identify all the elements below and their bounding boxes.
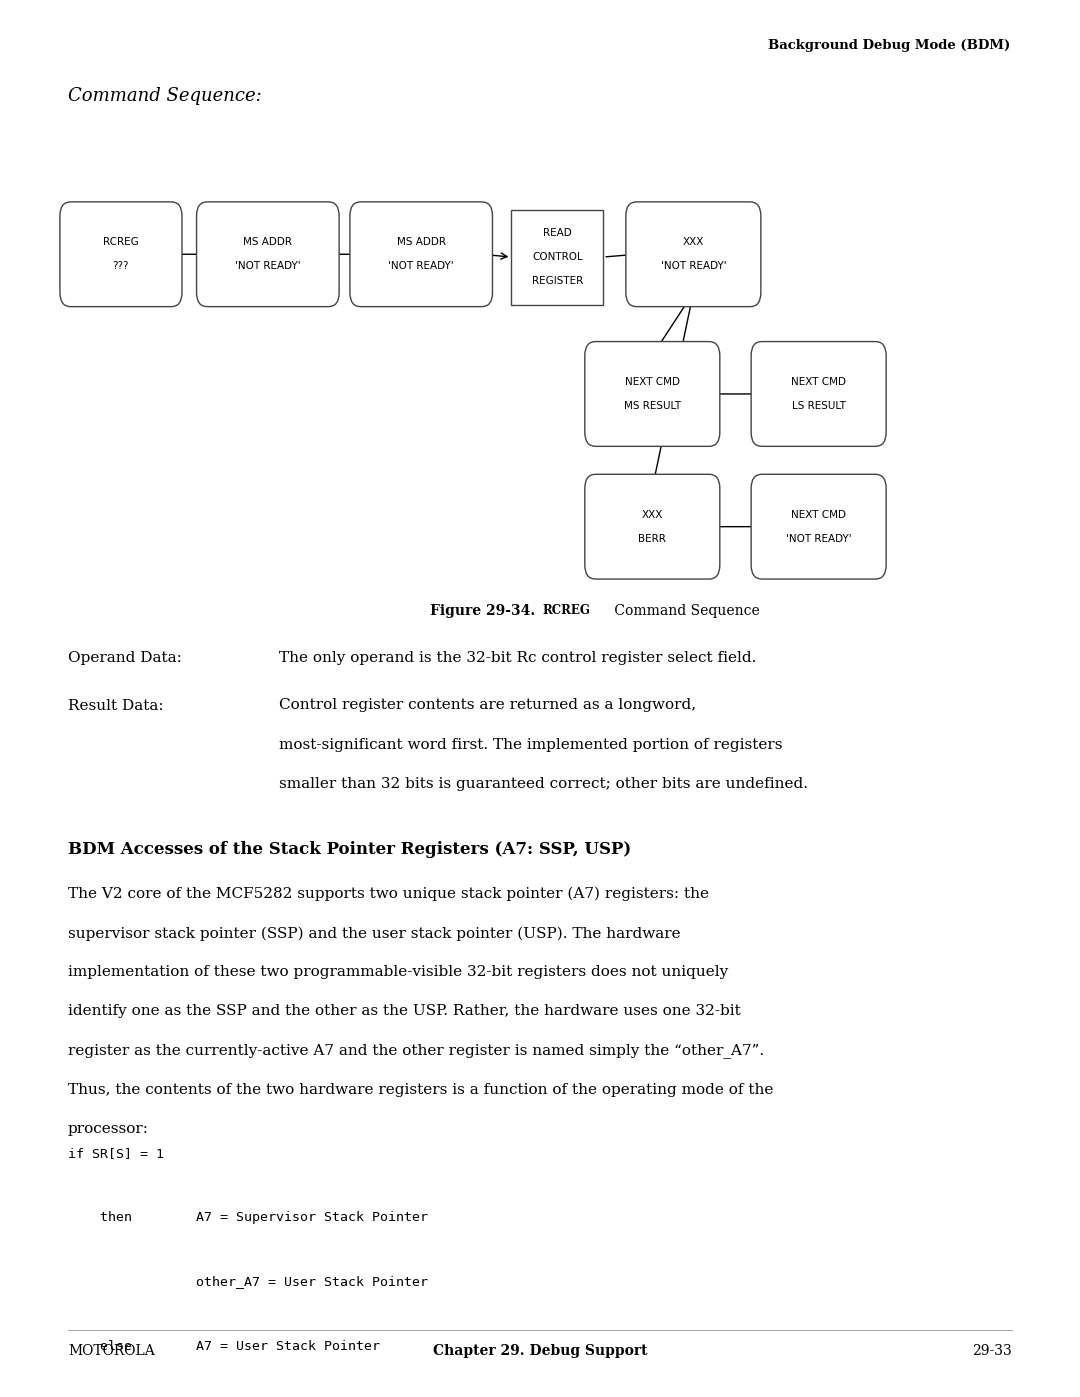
Text: Command Sequence:: Command Sequence: [68,87,261,105]
Text: NEXT CMD: NEXT CMD [792,377,846,387]
Text: smaller than 32 bits is guaranteed correct; other bits are undefined.: smaller than 32 bits is guaranteed corre… [279,777,808,791]
FancyBboxPatch shape [752,475,886,580]
Text: BDM Accesses of the Stack Pointer Registers (A7: SSP, USP): BDM Accesses of the Stack Pointer Regist… [68,841,632,858]
FancyBboxPatch shape [626,203,760,307]
Text: NEXT CMD: NEXT CMD [792,510,846,520]
FancyBboxPatch shape [350,203,492,307]
Text: LS RESULT: LS RESULT [792,401,846,411]
Text: Thus, the contents of the two hardware registers is a function of the operating : Thus, the contents of the two hardware r… [68,1083,773,1097]
FancyBboxPatch shape [752,342,886,447]
Text: MS ADDR: MS ADDR [396,237,446,247]
Text: processor:: processor: [68,1122,149,1136]
Text: Operand Data:: Operand Data: [68,651,181,665]
Text: Chapter 29. Debug Support: Chapter 29. Debug Support [433,1344,647,1358]
Text: Background Debug Mode (BDM): Background Debug Mode (BDM) [768,39,1010,52]
Text: Command Sequence: Command Sequence [610,604,760,617]
Text: CONTROL: CONTROL [532,251,582,263]
Text: MS ADDR: MS ADDR [243,237,293,247]
Text: MS RESULT: MS RESULT [624,401,680,411]
Text: NEXT CMD: NEXT CMD [625,377,679,387]
Text: then        A7 = Supervisor Stack Pointer: then A7 = Supervisor Stack Pointer [68,1211,428,1224]
Text: REGISTER: REGISTER [531,275,583,286]
Text: XXX: XXX [642,510,663,520]
Text: most-significant word first. The implemented portion of registers: most-significant word first. The impleme… [279,738,782,752]
Text: if SR[S] = 1: if SR[S] = 1 [68,1147,164,1160]
FancyBboxPatch shape [197,203,339,307]
Text: 'NOT READY': 'NOT READY' [235,261,300,271]
Text: implementation of these two programmable-visible 32-bit registers does not uniqu: implementation of these two programmable… [68,965,728,979]
Text: RCREG: RCREG [103,237,139,247]
Text: other_A7 = User Stack Pointer: other_A7 = User Stack Pointer [68,1275,428,1288]
FancyBboxPatch shape [512,210,603,305]
Text: identify one as the SSP and the other as the USP. Rather, the hardware uses one : identify one as the SSP and the other as… [68,1004,741,1018]
Text: 29-33: 29-33 [972,1344,1012,1358]
Text: READ: READ [543,228,571,239]
Text: The only operand is the 32-bit Rc control register select field.: The only operand is the 32-bit Rc contro… [279,651,756,665]
Text: 'NOT READY': 'NOT READY' [389,261,454,271]
FancyBboxPatch shape [60,203,181,307]
Text: 'NOT READY': 'NOT READY' [661,261,726,271]
FancyBboxPatch shape [585,475,719,580]
Text: else        A7 = User Stack Pointer: else A7 = User Stack Pointer [68,1340,380,1352]
Text: MOTOROLA: MOTOROLA [68,1344,154,1358]
Text: XXX: XXX [683,237,704,247]
Text: Figure 29-34.: Figure 29-34. [430,604,540,617]
Text: The V2 core of the MCF5282 supports two unique stack pointer (A7) registers: the: The V2 core of the MCF5282 supports two … [68,887,710,901]
Text: 'NOT READY': 'NOT READY' [786,534,851,543]
Text: register as the currently-active A7 and the other register is named simply the “: register as the currently-active A7 and … [68,1044,765,1059]
Text: RCREG: RCREG [542,604,590,616]
Text: Result Data:: Result Data: [68,698,164,712]
Text: Control register contents are returned as a longword,: Control register contents are returned a… [279,698,696,712]
FancyBboxPatch shape [585,342,719,447]
Text: supervisor stack pointer (SSP) and the user stack pointer (USP). The hardware: supervisor stack pointer (SSP) and the u… [68,926,680,940]
Text: BERR: BERR [638,534,666,543]
Text: ???: ??? [112,261,130,271]
